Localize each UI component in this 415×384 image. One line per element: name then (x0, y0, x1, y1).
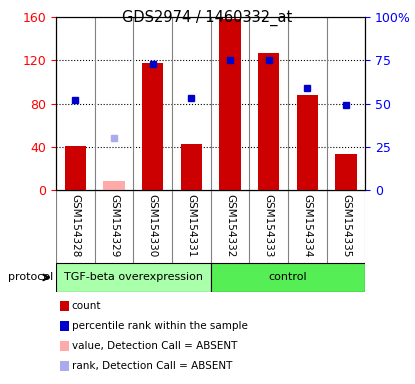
Bar (258, 53, 279, 190)
Text: GDS2974 / 1460332_at: GDS2974 / 1460332_at (122, 10, 293, 26)
Text: rank, Detection Call = ABSENT: rank, Detection Call = ABSENT (72, 361, 232, 371)
Text: GSM154329: GSM154329 (109, 194, 119, 257)
Bar (335, 154, 356, 190)
Bar (297, 95, 318, 190)
Text: GSM154333: GSM154333 (264, 194, 273, 257)
Text: value, Detection Call = ABSENT: value, Detection Call = ABSENT (72, 341, 237, 351)
Text: control: control (269, 272, 307, 283)
Text: protocol: protocol (8, 272, 54, 283)
Text: GSM154330: GSM154330 (148, 194, 158, 257)
Bar (219, 20, 241, 190)
Text: GSM154331: GSM154331 (186, 194, 196, 257)
Bar (181, 144, 202, 190)
Text: count: count (72, 301, 101, 311)
Bar (65, 146, 86, 190)
Bar (56, 263, 210, 292)
Text: GSM154334: GSM154334 (302, 194, 312, 257)
Text: GSM154332: GSM154332 (225, 194, 235, 257)
Bar (210, 263, 365, 292)
Bar (142, 63, 163, 190)
Text: TGF-beta overexpression: TGF-beta overexpression (64, 272, 203, 283)
Text: GSM154335: GSM154335 (341, 194, 351, 257)
Text: percentile rank within the sample: percentile rank within the sample (72, 321, 248, 331)
Text: GSM154328: GSM154328 (71, 194, 81, 257)
Bar (103, 182, 124, 190)
